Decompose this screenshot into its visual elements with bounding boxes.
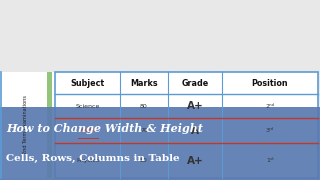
Text: Physics: Physics xyxy=(76,158,99,163)
Bar xyxy=(47,72,52,178)
Text: A+: A+ xyxy=(187,101,204,111)
Bar xyxy=(55,72,318,178)
Text: Subject: Subject xyxy=(70,78,105,87)
Text: Position: Position xyxy=(252,78,288,87)
Text: Grade: Grade xyxy=(181,78,209,87)
Bar xyxy=(0,107,320,180)
Text: 1ˢᵗ: 1ˢᵗ xyxy=(266,158,274,163)
Text: 3ʳᵈ: 3ʳᵈ xyxy=(266,128,274,133)
Text: 2ⁿᵈ: 2ⁿᵈ xyxy=(265,103,275,109)
Bar xyxy=(0,72,55,178)
Text: 70: 70 xyxy=(140,128,148,133)
Text: How to Change Width & Height: How to Change Width & Height xyxy=(6,123,203,134)
Text: 2nd Term Examinations: 2nd Term Examinations xyxy=(23,96,28,154)
Text: Science: Science xyxy=(75,103,100,109)
Text: 80: 80 xyxy=(140,158,148,163)
Text: 80: 80 xyxy=(140,103,148,109)
Text: Maths: Maths xyxy=(78,128,97,133)
Text: Cells, Rows, Columns in Table: Cells, Rows, Columns in Table xyxy=(6,154,180,163)
Text: A: A xyxy=(191,125,199,136)
Text: Marks: Marks xyxy=(130,78,158,87)
Text: A+: A+ xyxy=(187,156,204,165)
